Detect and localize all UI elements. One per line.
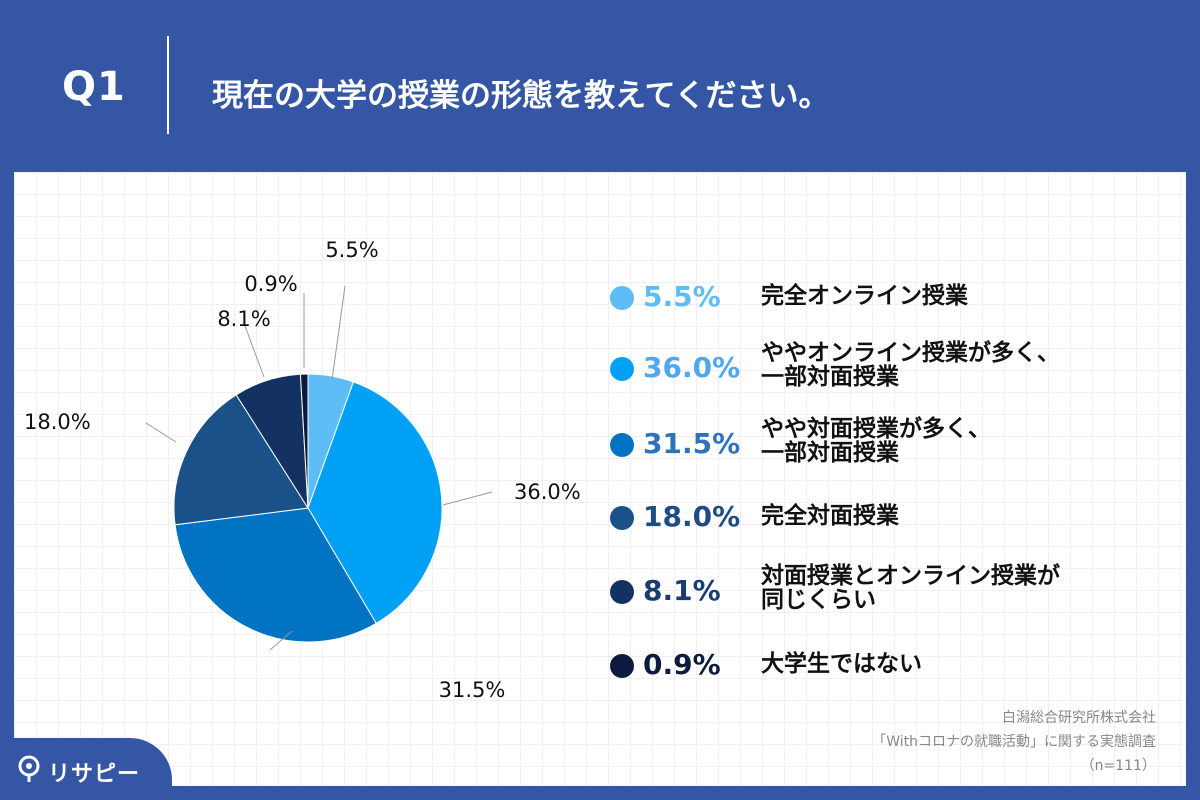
- legend-dot: [610, 286, 634, 310]
- legend-percent: 18.0%: [643, 500, 741, 533]
- source-note: 白潟総合研究所株式会社 「Withコロナの就職活動」に関する実態調査 （n=11…: [872, 706, 1156, 778]
- legend-percent: 36.0%: [643, 351, 741, 384]
- question-title: 現在の大学の授業の形態を教えてください。: [212, 78, 830, 114]
- pie-slice: [307, 381, 443, 625]
- data-label: 31.5%: [439, 678, 506, 702]
- pie-slice: [173, 394, 309, 526]
- leader-line: [442, 491, 493, 506]
- pie-chart: 5.5% 36.0% 31.5% 18.0% 8.1% 0.9%: [24, 238, 581, 702]
- leader-line: [331, 285, 346, 381]
- leader-line: [145, 422, 177, 443]
- legend-dot: [610, 506, 634, 530]
- legend-dot: [610, 433, 634, 457]
- legend-label: 対面授業とオンライン授業が 同じくらい: [761, 563, 1060, 613]
- source-sample-size: （n=111）: [1080, 758, 1156, 774]
- legend-percent: 0.9%: [643, 648, 721, 681]
- legend-dot: [610, 580, 634, 604]
- source-company: 白潟総合研究所株式会社: [1002, 710, 1156, 726]
- leader-line: [244, 325, 265, 378]
- data-label: 8.1%: [217, 307, 270, 331]
- data-label: 36.0%: [514, 480, 581, 504]
- header-divider: [167, 36, 169, 134]
- question-number: Q1: [62, 64, 126, 110]
- legend-dot: [610, 357, 634, 381]
- data-label: 5.5%: [325, 238, 378, 262]
- pie-slice: [299, 373, 309, 509]
- legend-percent: 8.1%: [643, 574, 721, 607]
- legend-label: 完全オンライン授業: [761, 283, 968, 309]
- data-label: 18.0%: [24, 410, 91, 434]
- data-label: 0.9%: [244, 272, 297, 296]
- source-survey: 「Withコロナの就職活動」に関する実態調査: [872, 734, 1156, 750]
- leader-line: [269, 630, 293, 651]
- legend-label: 大学生ではない: [761, 651, 922, 677]
- legend: 5.5% 完全オンライン授業 36.0% ややオンライン授業が多く、 一部対面授…: [607, 172, 1187, 786]
- logo-tab: リサピー: [0, 738, 172, 800]
- legend-label: やや対面授業が多く、 一部対面授業: [761, 416, 991, 466]
- chart-panel: 5.5% 36.0% 31.5% 18.0% 8.1% 0.9% 5.5% 完全オンライン…: [14, 172, 1186, 786]
- legend-dot: [610, 654, 634, 678]
- pie-slice: [174, 507, 377, 643]
- legend-percent: 5.5%: [643, 280, 721, 313]
- header: Q1 現在の大学の授業の形態を教えてください。: [0, 0, 1200, 170]
- logo-text: リサピー: [48, 762, 141, 787]
- legend-percent: 31.5%: [643, 427, 741, 460]
- legend-label: ややオンライン授業が多く、 一部対面授業: [761, 340, 1060, 390]
- pin-icon: [18, 755, 40, 782]
- legend-label: 完全対面授業: [761, 503, 899, 529]
